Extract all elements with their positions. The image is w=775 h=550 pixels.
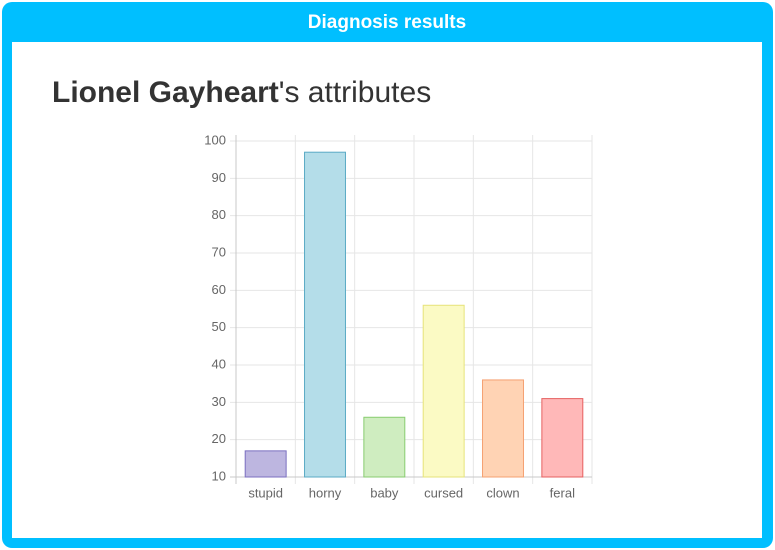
heading-suffix: 's attributes: [279, 76, 431, 109]
y-tick-label: 20: [212, 431, 226, 446]
x-tick-label: baby: [370, 485, 399, 500]
x-tick-label: feral: [550, 485, 575, 500]
x-tick-label: cursed: [424, 485, 463, 500]
bar: [541, 398, 584, 478]
y-tick-label: 80: [212, 207, 226, 222]
y-tick-label: 40: [212, 356, 226, 371]
y-tick-label: 30: [212, 394, 226, 409]
y-tick-label: 90: [212, 170, 226, 185]
x-tick-label: clown: [486, 485, 519, 500]
y-tick-label: 100: [204, 132, 226, 147]
x-tick-label: stupid: [248, 485, 283, 500]
y-tick-label: 70: [212, 244, 226, 259]
bar: [422, 304, 465, 478]
y-tick-label: 60: [212, 282, 226, 297]
heading: Lionel Gayheart's attributes: [52, 76, 431, 109]
bar: [363, 416, 406, 478]
bar: [482, 379, 524, 478]
y-tick-label: 10: [212, 468, 226, 483]
bar: [304, 151, 346, 478]
bar: [244, 450, 287, 478]
header-title: Diagnosis results: [308, 12, 466, 33]
x-tick-label: horny: [309, 485, 342, 500]
heading-name: Lionel Gayheart: [52, 76, 279, 109]
y-tick-label: 50: [212, 319, 226, 334]
